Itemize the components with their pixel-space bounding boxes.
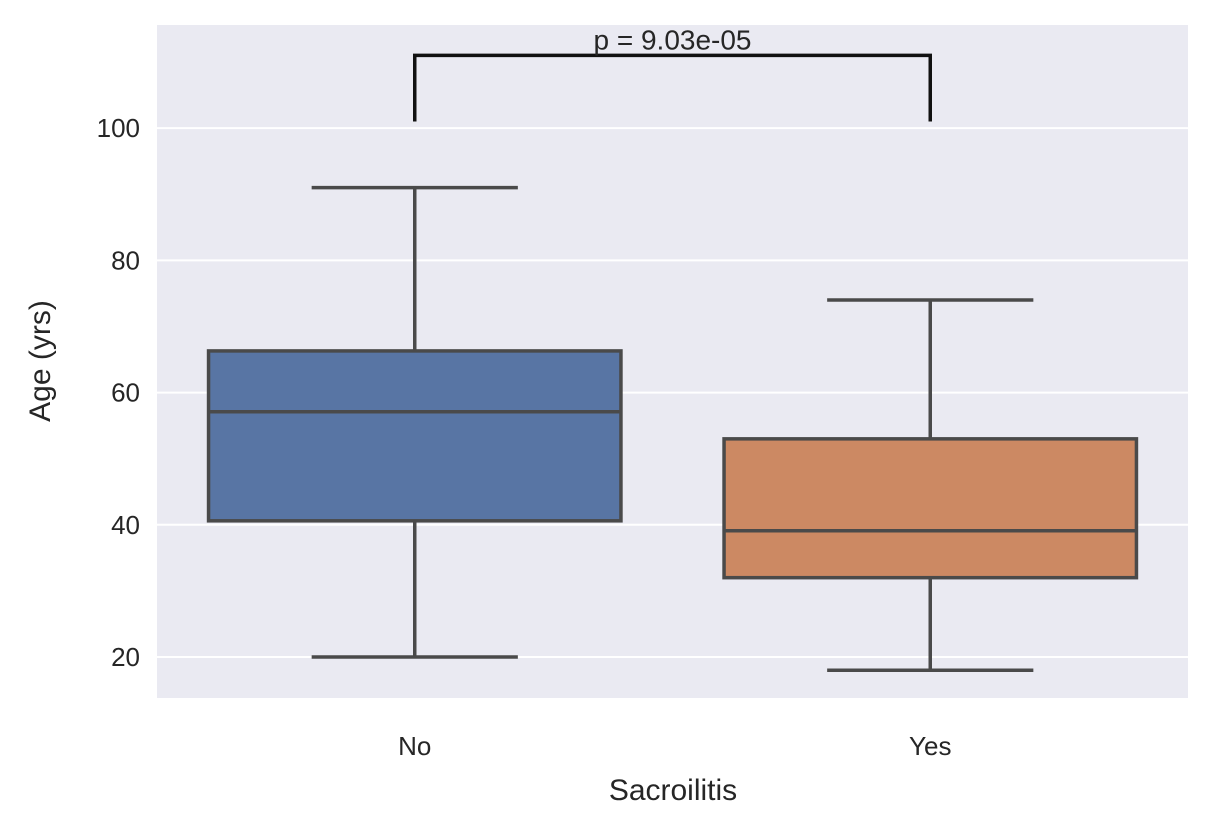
x-axis-ticks: No Yes bbox=[398, 731, 951, 761]
y-tick-label: 100 bbox=[97, 113, 140, 143]
y-tick-label: 20 bbox=[111, 642, 140, 672]
y-tick-label: 80 bbox=[111, 245, 140, 275]
significance-annotation: p = 9.03e-05 bbox=[413, 24, 932, 122]
x-axis-label: Sacroilitis bbox=[609, 774, 737, 807]
y-axis-label: Age (yrs) bbox=[24, 300, 57, 422]
y-axis-ticks: 20 40 60 80 100 bbox=[97, 113, 140, 672]
significance-bracket bbox=[413, 53, 932, 122]
box-no bbox=[206, 349, 623, 523]
boxes bbox=[206, 185, 1139, 672]
x-tick-label: Yes bbox=[909, 731, 951, 761]
x-tick-label: No bbox=[398, 731, 431, 761]
box-yes bbox=[722, 437, 1139, 580]
y-tick-label: 40 bbox=[111, 510, 140, 540]
y-tick-label: 60 bbox=[111, 378, 140, 408]
p-value-label: p = 9.03e-05 bbox=[593, 24, 751, 55]
